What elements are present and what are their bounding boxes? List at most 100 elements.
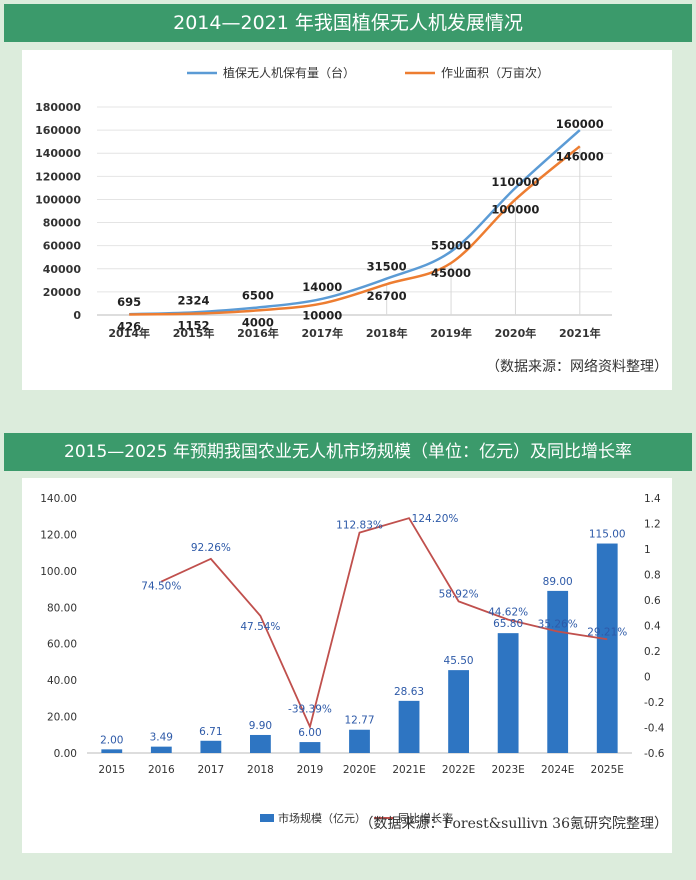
- data-label-s0: 6500: [242, 288, 274, 302]
- y-right-tick-label: 0.4: [644, 621, 661, 633]
- y-left-tick-label: 0.00: [54, 748, 77, 760]
- data-label-s1: 4000: [242, 315, 274, 329]
- data-label-s1: 146000: [556, 149, 604, 163]
- y-right-tick-label: 0.6: [644, 595, 661, 607]
- legend-label-line: 同比增长率: [398, 811, 453, 825]
- x-tick-label: 2015年: [173, 326, 215, 340]
- y-tick-label: 40000: [43, 263, 82, 276]
- x-tick-label: 2014年: [108, 326, 150, 340]
- chart2-svg: 0.00 20.00 40.00 60.00 80.00 100.00 120.00 140.…: [40, 493, 665, 825]
- bar-value-label: 6.71: [199, 726, 222, 738]
- y-left-tick-label: 100.00: [40, 566, 77, 578]
- x-tick-label: 2023E: [491, 764, 524, 776]
- data-label-s0: 14000: [302, 280, 342, 294]
- y-left-tick-label: 40.00: [47, 675, 77, 687]
- growth-value-label: 44.62%: [488, 607, 528, 619]
- x-tick-label: 2018: [247, 764, 274, 776]
- legend-label-bars: 市场规模（亿元）: [278, 811, 366, 825]
- bar-value-label: 3.49: [150, 732, 173, 744]
- y-right-tick-label: 1.4: [644, 493, 661, 505]
- x-tick-label: 2018年: [366, 326, 408, 340]
- growth-value-label: 74.50%: [141, 581, 181, 593]
- y-left-tick-label: 120.00: [40, 529, 77, 541]
- growth-value-label: 92.26%: [191, 542, 231, 554]
- legend-label-0: 植保无人机保有量（台）: [223, 65, 355, 80]
- growth-value-label: 47.54%: [240, 621, 280, 633]
- y-tick-label: 80000: [43, 217, 82, 230]
- data-label-s0: 55000: [431, 238, 471, 252]
- chart1-svg: 植保无人机保有量（台） 作业面积（万亩次） 0 20000 40000 60000 8000…: [35, 65, 612, 340]
- y-right-tick-label: 0.2: [644, 646, 661, 658]
- x-tick-label: 2021E: [392, 764, 425, 776]
- bar-value-label: 2.00: [100, 734, 123, 746]
- data-label-s1: 100000: [491, 202, 539, 216]
- y-right-tick-label: 1.2: [644, 519, 661, 531]
- data-label-s1: 1152: [178, 319, 210, 333]
- bar-value-label: 65.80: [493, 618, 523, 630]
- growth-value-label: 58.92%: [439, 588, 479, 600]
- y-tick-label: 100000: [35, 193, 81, 206]
- growth-value-label: 35.26%: [538, 619, 578, 631]
- growth-value-label: 124.20%: [412, 513, 459, 525]
- x-tick-label: 2016: [148, 764, 175, 776]
- bar-2022E: [448, 670, 469, 753]
- bar-2017: [200, 740, 222, 753]
- bar-value-label: 45.50: [444, 655, 474, 667]
- bar-value-label: 9.90: [249, 720, 272, 732]
- chart1-title: 2014—2021 年我国植保无人机发展情况: [4, 4, 692, 42]
- y-right-tick-label: -0.2: [644, 697, 665, 709]
- data-label-s0: 695: [117, 295, 141, 309]
- x-tick-label: 2024E: [541, 764, 574, 776]
- x-tick-label: 2020E: [343, 764, 376, 776]
- x-tick-label: 2017: [197, 764, 224, 776]
- y-tick-label: 0: [73, 309, 81, 322]
- data-label-s1: 45000: [431, 266, 471, 280]
- y-tick-label: 160000: [35, 124, 81, 137]
- chart1-panel: 2014—2021 年我国植保无人机发展情况 植保无人机保有量（台） 作业面积（万…: [0, 0, 696, 425]
- y-tick-label: 180000: [35, 101, 81, 114]
- chart2-panel: 2015—2025 年预期我国农业无人机市场规模（单位：亿元）及同比增长率 0.…: [0, 425, 696, 880]
- bar-2015: [101, 749, 123, 753]
- bar-2018: [250, 734, 271, 753]
- data-label-s1: 10000: [302, 308, 342, 322]
- bar-2021E: [398, 700, 420, 753]
- bar-2025E: [596, 543, 618, 753]
- bar-2019: [299, 742, 321, 753]
- x-tick-label: 2022E: [442, 764, 475, 776]
- x-tick-label: 2016年: [237, 326, 279, 340]
- y-left-tick-label: 80.00: [47, 602, 77, 614]
- x-tick-label: 2017年: [302, 326, 344, 340]
- data-label-s1: 26700: [367, 289, 407, 303]
- y-right-tick-label: 1: [644, 544, 651, 556]
- y-right-tick-label: -0.4: [644, 723, 665, 735]
- bar-value-label: 115.00: [589, 529, 626, 541]
- growth-line: [160, 517, 608, 730]
- y-tick-label: 20000: [43, 286, 82, 299]
- bar-value-label: 12.77: [344, 715, 374, 727]
- y-right-tick-label: 0.8: [644, 570, 661, 582]
- chart2-source: （数据来源：Forest&sullivn 36氪研究院整理）: [359, 816, 668, 832]
- data-label-s0: 2324: [178, 293, 210, 307]
- growth-value-label: -39.39%: [288, 704, 332, 716]
- bar-2023E: [497, 633, 519, 753]
- chart1-card: 植保无人机保有量（台） 作业面积（万亩次） 0 20000 40000 60000 8000…: [22, 50, 672, 390]
- y-tick-label: 60000: [43, 240, 82, 253]
- y-left-tick-label: 20.00: [47, 712, 77, 724]
- y-tick-label: 140000: [35, 147, 81, 160]
- chart2-title: 2015—2025 年预期我国农业无人机市场规模（单位：亿元）及同比增长率: [4, 433, 692, 471]
- y-left-tick-label: 140.00: [40, 493, 77, 505]
- bar-2020E: [349, 729, 370, 753]
- series-line-0: [129, 129, 581, 316]
- bar-value-label: 28.63: [394, 686, 424, 698]
- bar-value-label: 89.00: [543, 576, 573, 588]
- data-label-s0: 160000: [556, 117, 604, 131]
- x-tick-label: 2019年: [430, 326, 472, 340]
- growth-value-label: 112.83%: [336, 520, 383, 532]
- bar-value-label: 6.00: [298, 727, 321, 739]
- data-label-s0: 31500: [367, 260, 407, 274]
- y-tick-label: 120000: [35, 170, 81, 183]
- x-tick-label: 2021年: [559, 326, 601, 340]
- y-right-tick-label: -0.6: [644, 748, 665, 760]
- bar-2024E: [547, 590, 569, 753]
- growth-value-label: 29.21%: [587, 626, 627, 638]
